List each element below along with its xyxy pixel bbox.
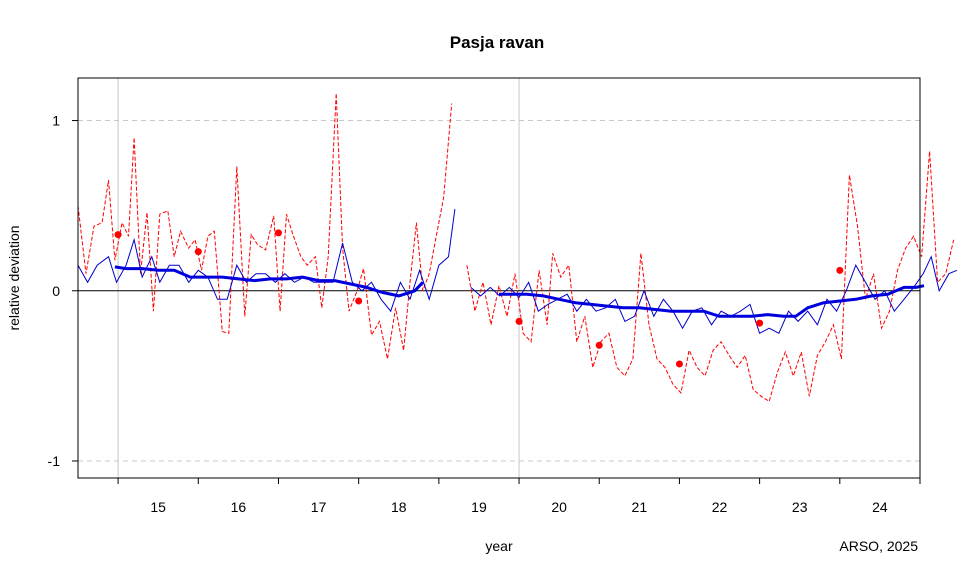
y-axis: -1 0 1: [48, 113, 78, 469]
monthly-series: [77, 93, 955, 403]
monthly-line-segment: [466, 151, 955, 403]
annual-point: [515, 317, 523, 325]
y-tick-label: -1: [48, 453, 61, 469]
trend-series: [114, 265, 925, 318]
x-tick-label: 19: [471, 499, 487, 515]
smoothed-line-segment: [77, 209, 456, 313]
x-tick-label: 21: [632, 499, 648, 515]
annual-point: [114, 231, 122, 239]
annual-point: [836, 266, 844, 274]
y-tick-label: 1: [52, 113, 60, 129]
x-tick-label: 23: [792, 499, 808, 515]
x-tick-label: 20: [551, 499, 567, 515]
x-axis: 15 16 17 18 19 20 21 22 23 24: [117, 478, 921, 515]
x-tick-label: 22: [712, 499, 728, 515]
x-tick-label: 17: [311, 499, 327, 515]
x-tick-label: 18: [391, 499, 407, 515]
annual-point: [274, 229, 282, 237]
annual-point: [756, 319, 764, 327]
x-tick-label: 16: [231, 499, 247, 515]
trend-line-segment: [114, 265, 424, 298]
annual-point: [675, 360, 683, 368]
monthly-line-segment: [77, 93, 453, 360]
trend-line-segment: [499, 284, 925, 318]
x-tick-label: 24: [872, 499, 888, 515]
smoothed-series: [77, 209, 958, 335]
chart-title: Pasja ravan: [450, 33, 545, 52]
plot-area-border: [77, 77, 921, 479]
credit-label: ARSO, 2025: [839, 538, 918, 554]
y-axis-label: relative deviation: [6, 225, 22, 330]
x-tick-label: 15: [150, 499, 166, 515]
annual-point: [194, 248, 202, 256]
annual-point: [355, 297, 363, 305]
annual-point: [595, 341, 603, 349]
x-axis-label: year: [485, 538, 513, 554]
annual-points: [114, 229, 844, 368]
y-tick-label: 0: [52, 283, 60, 299]
